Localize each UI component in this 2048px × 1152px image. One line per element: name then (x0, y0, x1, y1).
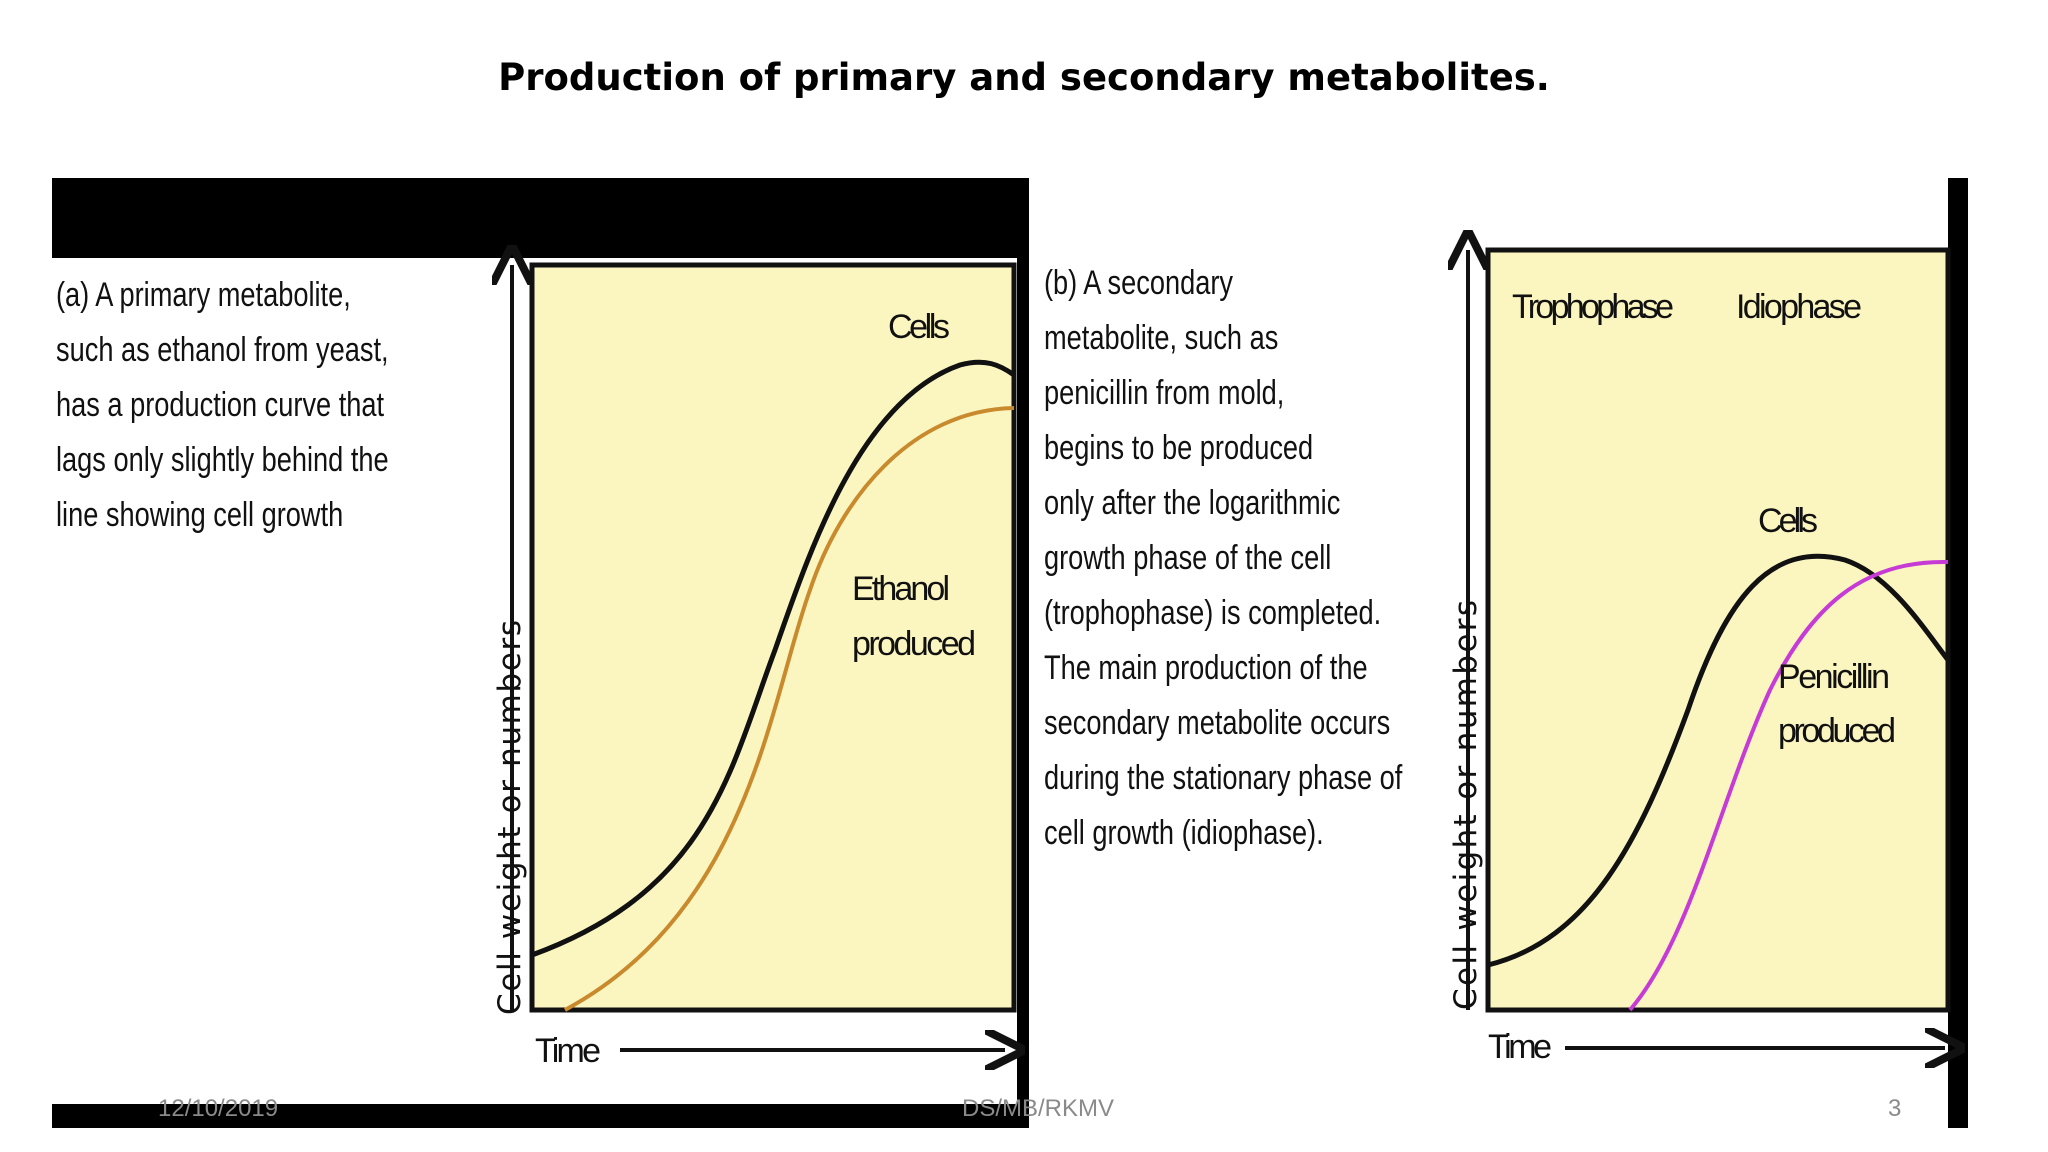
panel-a-ethanol-label: Ethanol (852, 570, 950, 608)
panel-a-caption: (a) A primary metabolite, such as ethano… (56, 268, 389, 543)
panel-b-x-axis-label: Time (1488, 1028, 1552, 1066)
panel-b-caption: (b) A secondary metabolite, such as peni… (1044, 256, 1402, 861)
panel-a-ethanol-label-2: produced (852, 625, 976, 663)
panel-b-penicillin-curve (1628, 559, 1949, 1012)
panel-b-caption-line: penicillin from mold, (1044, 374, 1285, 412)
panel-a-x-axis-label: Time (535, 1032, 601, 1070)
figure-divider-bar (1017, 178, 1029, 1128)
panel-b-y-axis-label-text: Cell weight or numbers (1448, 600, 1484, 1010)
panel-b-caption-line: only after the logarithmic (1044, 484, 1341, 522)
panel-b-trophophase-label: Trophophase (1512, 288, 1674, 326)
panel-b-caption-line: begins to be produced (1044, 429, 1314, 467)
panel-b-penicillin-label: Penicillin (1778, 658, 1890, 696)
panel-a-plot-area (529, 262, 1017, 1013)
panel-b-caption-line: during the stationary phase of (1044, 759, 1403, 797)
panel-b-caption-line: metabolite, such as (1044, 319, 1279, 357)
panel-b-cells-curve (1487, 553, 1950, 968)
slide-title: Production of primary and secondary meta… (498, 56, 1550, 99)
panel-a-cells-label: Cells (888, 308, 950, 346)
figure-top-bar (52, 178, 1028, 258)
panel-a-y-axis-label-text: Cell weight or numbers (492, 620, 528, 1015)
panel-b-graph: Cell weight or numbers Time Trophophase … (1448, 240, 1960, 1080)
footer-page-number: 3 (1888, 1095, 1902, 1122)
panel-b-caption-line: (trophophase) is completed. (1044, 594, 1382, 632)
panel-b-caption-line: (b) A secondary (1044, 264, 1233, 302)
footer-author: DS/MB/RKMV (962, 1095, 1115, 1122)
panel-b-caption-line: secondary metabolite occurs (1044, 704, 1391, 742)
panel-b-penicillin-label-2: produced (1778, 712, 1896, 750)
panel-b-caption-line: cell growth (idiophase). (1044, 814, 1324, 852)
panel-b-plot-area (1485, 247, 1951, 1013)
panel-a-cells-curve (531, 359, 1016, 958)
panel-a-caption-line: has a production curve that (56, 386, 385, 424)
panel-a-caption-line: line showing cell growth (56, 496, 344, 534)
panel-a-ethanol-curve (564, 406, 1015, 1012)
figure-right-bar (1948, 178, 1968, 1128)
figure-bottom-bar (52, 1104, 1028, 1128)
panel-b-caption-line: growth phase of the cell (1044, 539, 1332, 577)
panel-a-graph: Cell weight or numbers Time Cells Ethano… (492, 250, 1020, 1070)
panel-a-caption-line: such as ethanol from yeast, (56, 331, 389, 369)
panel-a-caption-line: lags only slightly behind the (56, 441, 389, 479)
panel-b-idiophase-label: Idiophase (1736, 288, 1862, 326)
footer-date: 12/10/2019 (158, 1095, 279, 1122)
panel-a-caption-line: (a) A primary metabolite, (56, 276, 351, 314)
panel-b-cells-label: Cells (1758, 502, 1818, 540)
panel-b-caption-line: The main production of the (1044, 649, 1368, 687)
